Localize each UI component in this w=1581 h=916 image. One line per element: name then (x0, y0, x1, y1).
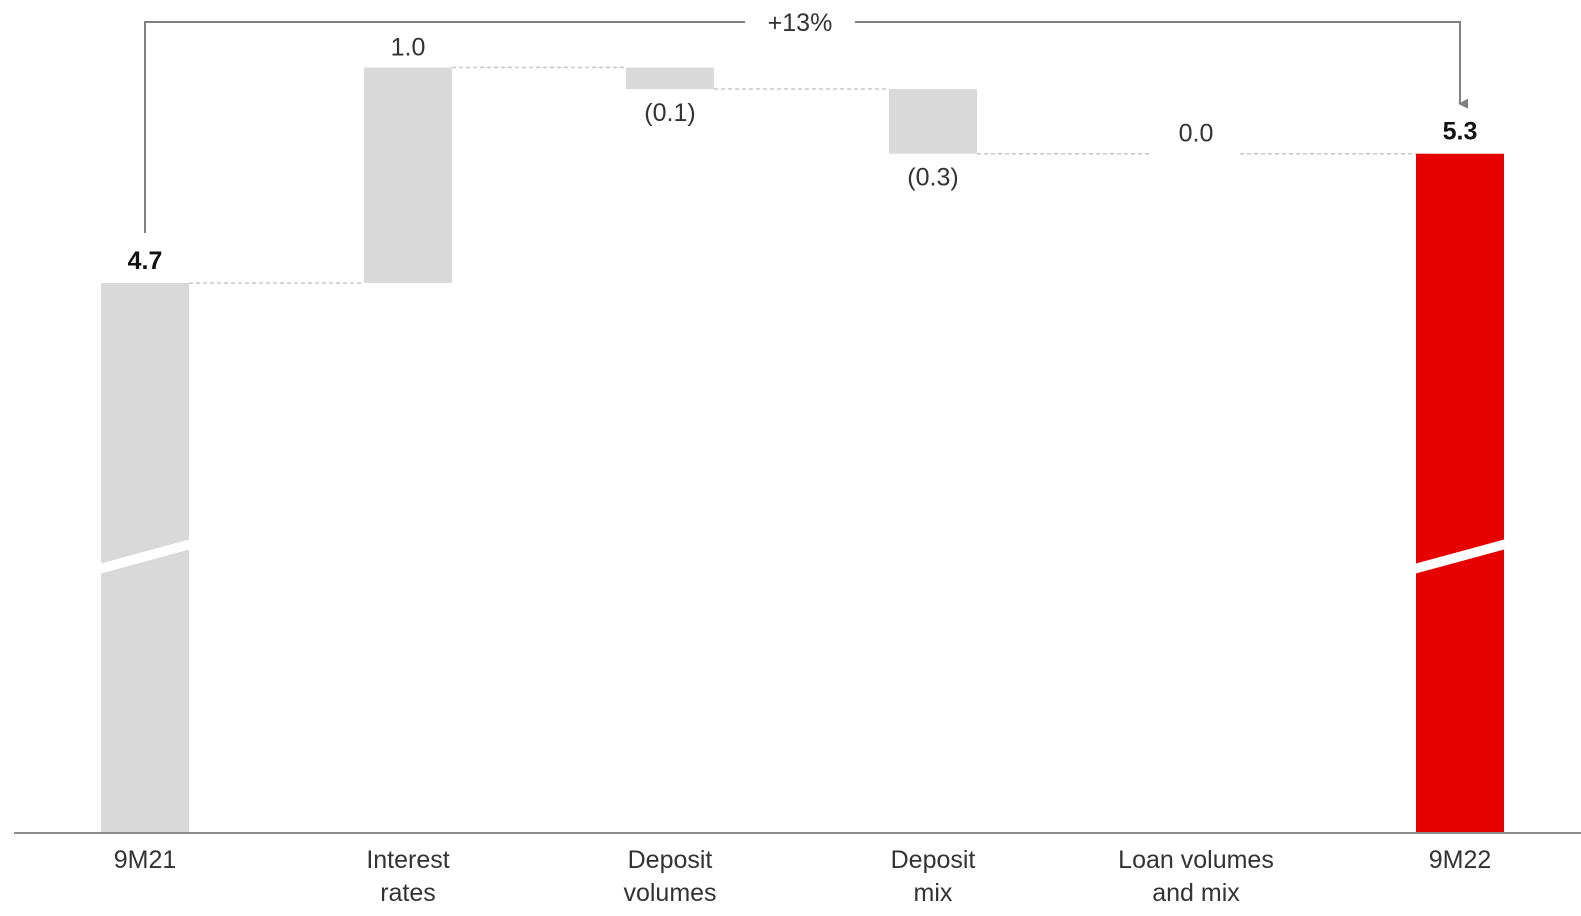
value-label-5: 5.3 (1443, 118, 1478, 146)
category-label-4: Loan volumes and mix (1118, 846, 1274, 907)
value-label-1: 1.0 (391, 34, 426, 62)
category-label-3: Deposit mix (891, 846, 976, 907)
value-label-2: (0.1) (644, 99, 695, 127)
bar-2 (626, 67, 714, 90)
category-label-2: Deposit volumes (623, 846, 716, 907)
change-label-background (745, 10, 855, 34)
axis-break-mark-0 (99, 539, 191, 574)
value-label-0: 4.7 (128, 247, 163, 275)
axis-break-mark-5 (1414, 539, 1506, 574)
change-bracket-line (144, 21, 1468, 233)
category-label-1: Interest rates (366, 846, 449, 907)
value-label-4: 0.0 (1179, 120, 1214, 148)
bar-5 (1416, 153, 1504, 833)
change-percent-label: +13% (768, 9, 833, 37)
category-label-0: 9M21 (114, 846, 177, 874)
bar-3 (889, 89, 977, 154)
value-label-3: (0.3) (907, 164, 958, 192)
category-label-5: 9M22 (1429, 846, 1492, 874)
bar-1 (364, 67, 452, 283)
